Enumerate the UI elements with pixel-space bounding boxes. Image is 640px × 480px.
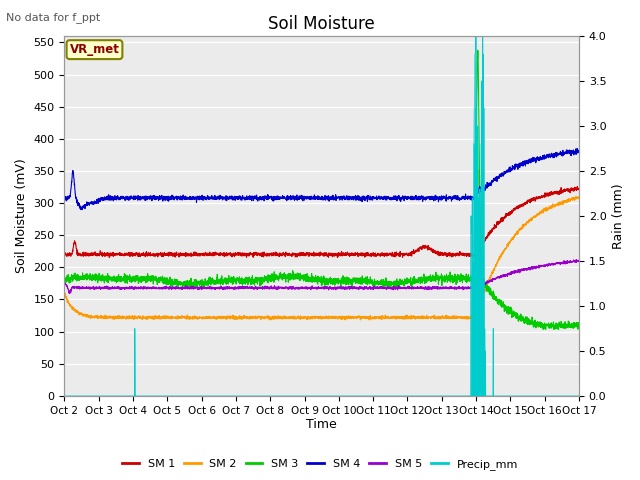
Text: VR_met: VR_met [70,43,120,56]
Legend: SM 1, SM 2, SM 3, SM 4, SM 5, Precip_mm: SM 1, SM 2, SM 3, SM 4, SM 5, Precip_mm [118,455,522,474]
Y-axis label: Rain (mm): Rain (mm) [612,183,625,249]
Text: No data for f_ppt: No data for f_ppt [6,12,100,23]
Title: Soil Moisture: Soil Moisture [268,15,375,33]
X-axis label: Time: Time [307,419,337,432]
Y-axis label: Soil Moisture (mV): Soil Moisture (mV) [15,158,28,273]
